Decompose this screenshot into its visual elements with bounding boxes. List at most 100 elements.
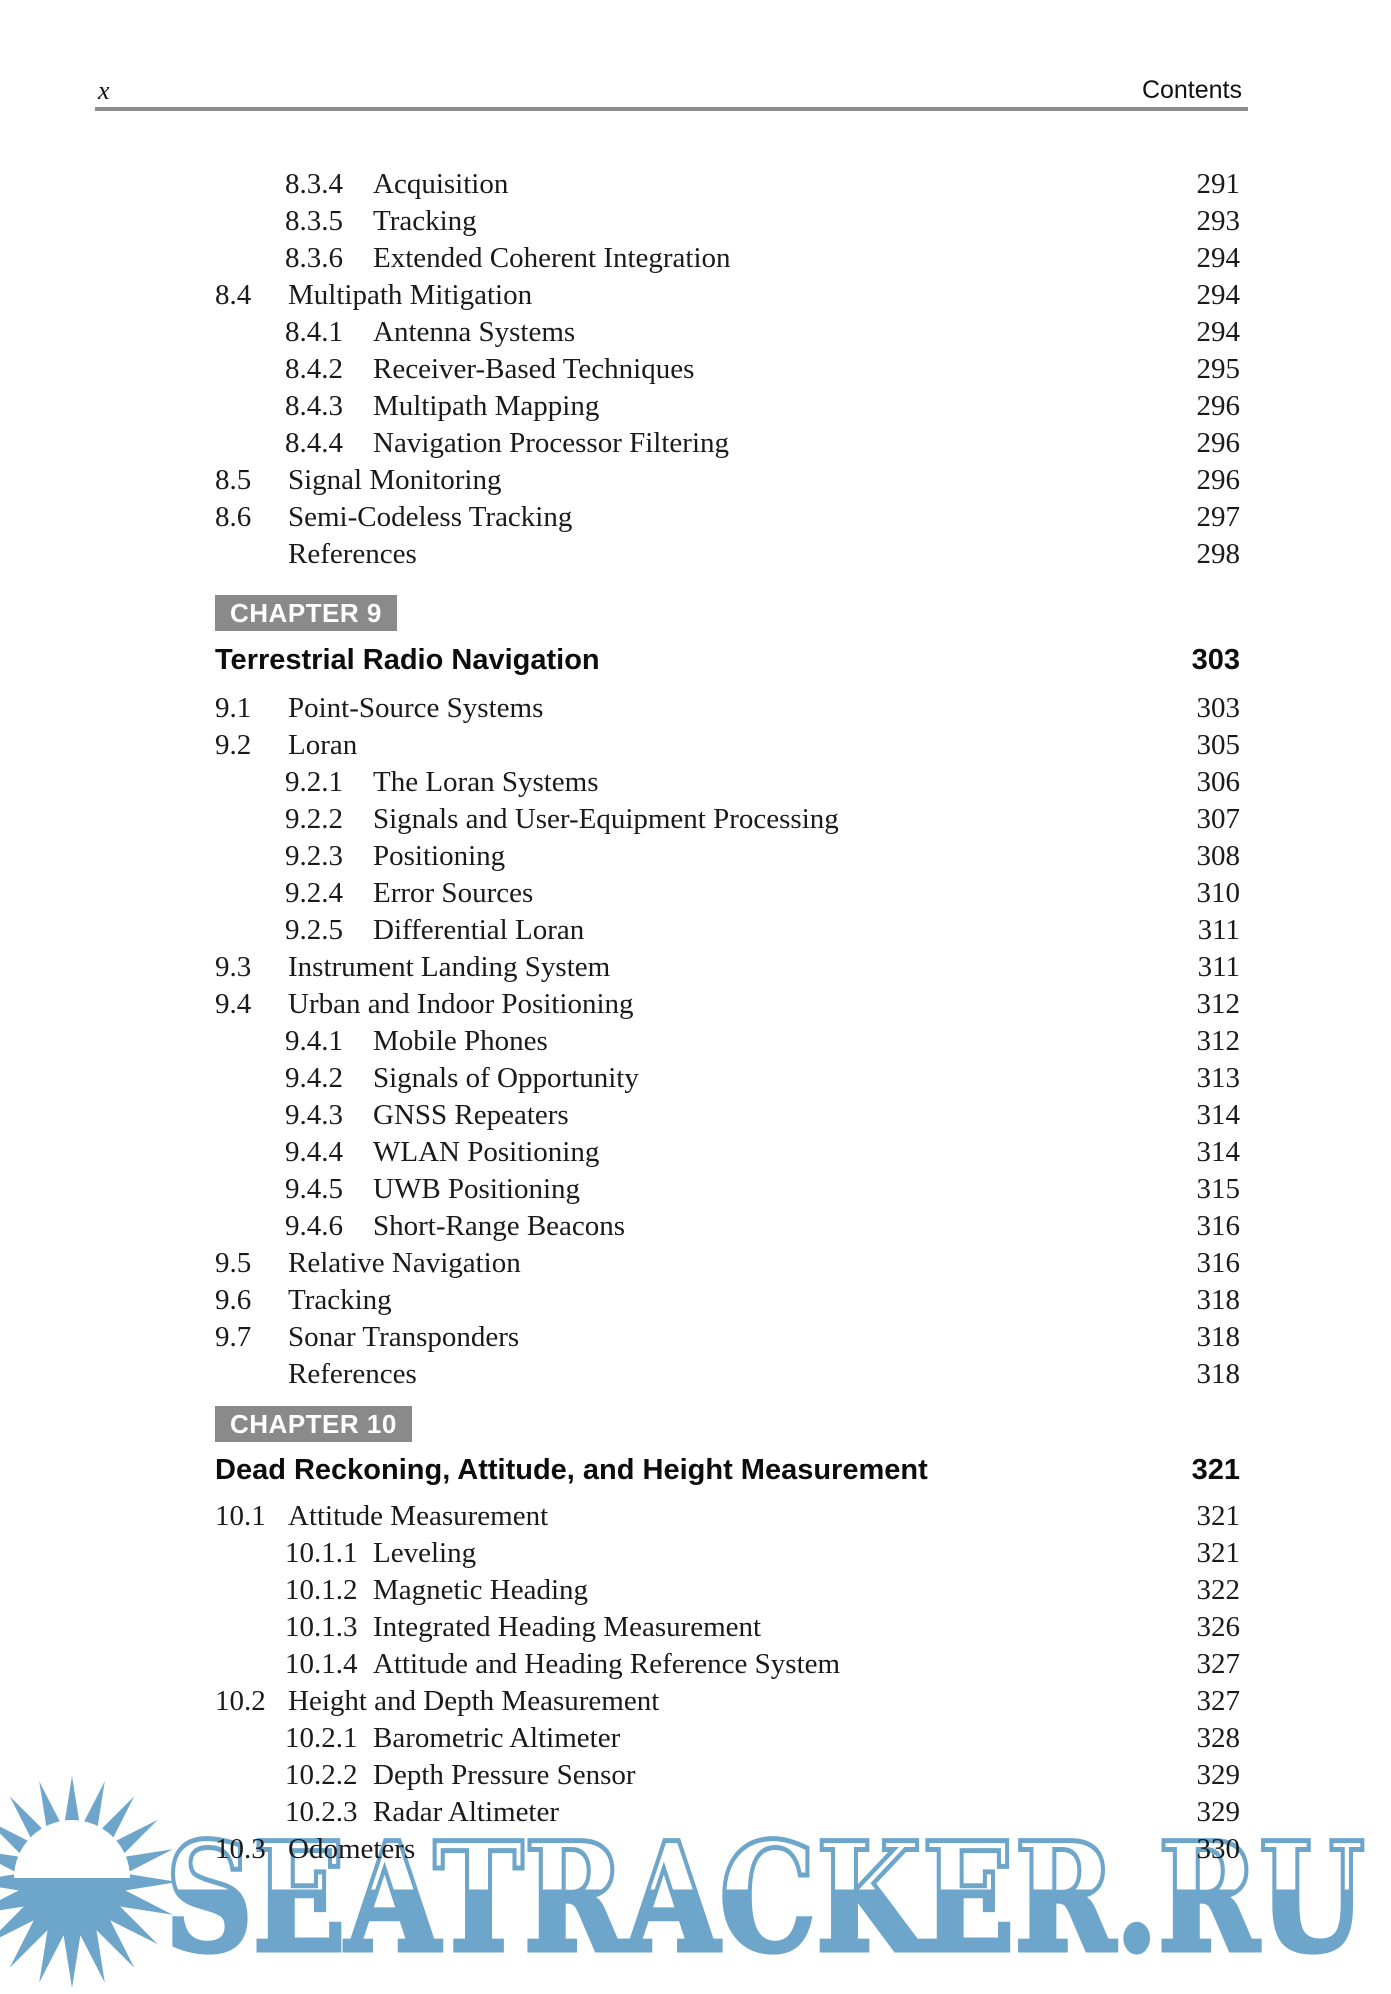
toc-entry-title: Signals of Opportunity (373, 1062, 639, 1094)
toc-entry-title: Leveling (373, 1537, 477, 1569)
chapter-9-page-number: 303 (1191, 644, 1240, 676)
toc-rows: 8.3.4 Acquisition 291 8.3.5 Tracking 293 8.3.6… (215, 166, 1240, 573)
toc-entry: 9.5 Relative Navigation 316 (215, 1245, 1240, 1282)
running-head-title: Contents (1141, 76, 1242, 104)
toc-entry-number: 10.2.2 (285, 1759, 358, 1791)
toc-entry-page-number: 311 (1197, 951, 1240, 983)
toc-entry-page-number: 298 (1196, 538, 1241, 570)
toc-entry-title: UWB Positioning (373, 1173, 581, 1205)
toc-entry-number: 9.7 (215, 1321, 252, 1353)
toc-entry-number: 9.2.2 (285, 803, 343, 835)
toc-entry-number: 9.5 (215, 1247, 252, 1279)
chapter-9-title-row: Terrestrial Radio Navigation 303 (215, 643, 1240, 677)
toc-entry-title: Antenna Systems (373, 316, 576, 348)
toc-entry-page-number: 329 (1196, 1796, 1241, 1828)
toc-entry-number: 8.4.3 (285, 390, 343, 422)
toc-entry-title: Odometers (288, 1833, 416, 1865)
toc-entry-title: Urban and Indoor Positioning (288, 988, 634, 1020)
toc-entry: 10.2.2 Depth Pressure Sensor 329 (215, 1757, 1240, 1794)
chapter-9-title: Terrestrial Radio Navigation (215, 644, 600, 676)
toc-entry-title: References (288, 538, 417, 570)
toc-entry-number: 10.2.1 (285, 1722, 358, 1754)
toc-entry: 9.4.3 GNSS Repeaters 314 (215, 1097, 1240, 1134)
toc-entry: 9.3 Instrument Landing System 311 (215, 949, 1240, 986)
toc-entry-title: WLAN Positioning (373, 1136, 600, 1168)
toc-entry-page-number: 303 (1196, 692, 1241, 724)
toc-entry: 10.2.3 Radar Altimeter 329 (215, 1794, 1240, 1831)
toc-entry-title: Instrument Landing System (288, 951, 611, 983)
toc-entry: 10.1.2 Magnetic Heading 322 (215, 1572, 1240, 1609)
toc-entry-page-number: 297 (1196, 501, 1241, 533)
toc-entry: 8.4 Multipath Mitigation 294 (215, 277, 1240, 314)
toc-entry-page-number: 305 (1196, 729, 1241, 761)
watermark-text: SEATRACKER.RU (165, 1810, 1365, 1986)
toc-entry-page-number: 318 (1196, 1321, 1241, 1353)
toc-entry: 9.2 Loran 305 (215, 727, 1240, 764)
toc-entry-title: Semi-Codeless Tracking (288, 501, 573, 533)
header-rule (95, 107, 1248, 111)
toc-entry: 9.4.6 Short-Range Beacons 316 (215, 1208, 1240, 1245)
chapter-10-page-number: 321 (1191, 1454, 1240, 1486)
toc-entry-page-number: 295 (1196, 353, 1241, 385)
toc-entry-title: Error Sources (373, 877, 534, 909)
toc-entry-page-number: 330 (1196, 1833, 1241, 1865)
toc-entry-page-number: 316 (1196, 1247, 1241, 1279)
toc-entry-page-number: 296 (1196, 390, 1241, 422)
toc-entry-page-number: 296 (1196, 427, 1241, 459)
toc-entry: 9.2.2 Signals and User-Equipment Processi… (215, 801, 1240, 838)
toc-section-chapter-8: 8.3.4 Acquisition 291 8.3.5 Tracking 293 8.3.6… (215, 166, 1240, 573)
toc-entry-title: Extended Coherent Integration (373, 242, 731, 274)
toc-entry-number: 8.3.4 (285, 168, 343, 200)
toc-entry-number: 10.1 (215, 1500, 266, 1532)
toc-entry-title: Sonar Transponders (288, 1321, 520, 1353)
toc-entry-page-number: 314 (1196, 1136, 1241, 1168)
toc-entry: 10.1.1 Leveling 321 (215, 1535, 1240, 1572)
toc-entry-title: GNSS Repeaters (373, 1099, 569, 1131)
toc-entry-page-number: 315 (1196, 1173, 1241, 1205)
toc-entry-title: The Loran Systems (373, 766, 599, 798)
toc-entry-title: Barometric Altimeter (373, 1722, 621, 1754)
toc-entry-page-number: 294 (1196, 279, 1241, 311)
watermark: SEATRACKER.RU (0, 1776, 1368, 1989)
toc-entry-page-number: 308 (1196, 840, 1241, 872)
toc-entry-number: 10.1.3 (285, 1611, 358, 1643)
toc-section-chapter-10: 10.1 Attitude Measurement 321 10.1.1 Levelin… (215, 1498, 1240, 1868)
toc-entry-page-number: 327 (1196, 1685, 1241, 1717)
toc-entry-title: Depth Pressure Sensor (373, 1759, 636, 1791)
toc-entry: 9.4 Urban and Indoor Positioning 312 (215, 986, 1240, 1023)
toc-entry: 9.2.4 Error Sources 310 (215, 875, 1240, 912)
toc-entry: 10.3 Odometers 330 (215, 1831, 1240, 1868)
toc-entry-title: References (288, 1358, 417, 1390)
toc-entry-number: 10.2.3 (285, 1796, 358, 1828)
toc-entry: 9.6 Tracking 318 (215, 1282, 1240, 1319)
toc-entry: 9.4.2 Signals of Opportunity 313 (215, 1060, 1240, 1097)
toc-entry-page-number: 312 (1196, 988, 1241, 1020)
toc-entry-page-number: 296 (1196, 464, 1241, 496)
toc-entry: References 298 (215, 536, 1240, 573)
toc-entry-page-number: 310 (1196, 877, 1241, 909)
sun-dome-icon (14, 1820, 130, 1878)
toc-entry-number: 8.4.1 (285, 316, 343, 348)
toc-entry: 8.3.6 Extended Coherent Integration 294 (215, 240, 1240, 277)
toc-entry: 9.7 Sonar Transponders 318 (215, 1319, 1240, 1356)
toc-entry-page-number: 307 (1196, 803, 1241, 835)
toc-entry: 8.4.1 Antenna Systems 294 (215, 314, 1240, 351)
toc-entry-page-number: 313 (1196, 1062, 1241, 1094)
toc-entry: References 318 (215, 1356, 1240, 1393)
toc-entry-number: 9.2 (215, 729, 252, 761)
toc-entry: 9.4.5 UWB Positioning 315 (215, 1171, 1240, 1208)
toc-entry-page-number: 291 (1196, 168, 1241, 200)
toc-entry-number: 9.3 (215, 951, 252, 983)
toc-section-chapter-9: 9.1 Point-Source Systems 303 9.2 Loran 305 9.2… (215, 690, 1240, 1393)
sun-rays-icon (0, 1776, 178, 1988)
toc-entry: 9.4.4 WLAN Positioning 314 (215, 1134, 1240, 1171)
toc-entry: 8.6 Semi-Codeless Tracking 297 (215, 499, 1240, 536)
toc-entry-number: 9.6 (215, 1284, 252, 1316)
toc-rows: 9.1 Point-Source Systems 303 9.2 Loran 305 9.2… (215, 690, 1240, 1393)
chapter-10-title: Dead Reckoning, Attitude, and Height Mea… (215, 1454, 928, 1486)
toc-entry-number: 9.2.1 (285, 766, 343, 798)
toc-entry: 9.2.1 The Loran Systems 306 (215, 764, 1240, 801)
toc-entry-page-number: 328 (1196, 1722, 1241, 1754)
toc-entry-title: Height and Depth Measurement (288, 1685, 660, 1717)
